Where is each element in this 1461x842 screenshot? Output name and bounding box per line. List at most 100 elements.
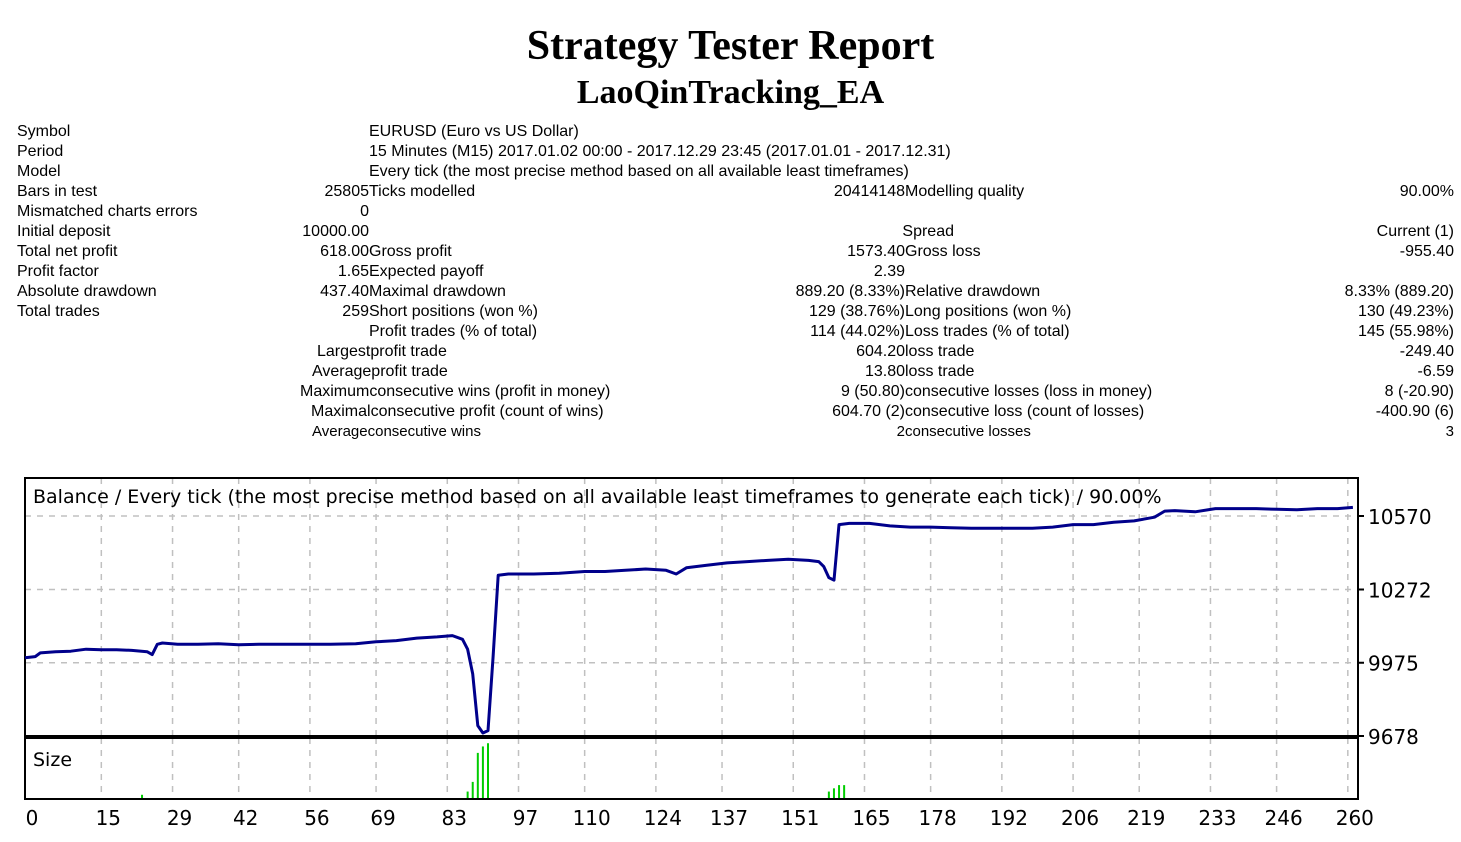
stats-row-max-cons: Maximumconsecutive wins (profit in money… [0, 382, 1461, 402]
x-tick-label: 192 [990, 806, 1028, 830]
x-tick-label: 56 [304, 806, 329, 830]
abs-dd-label: Absolute drawdown [17, 283, 157, 300]
spread-value: Current (1) [1376, 223, 1454, 240]
bars-label: Bars in test [17, 183, 98, 200]
deposit-label: Initial deposit [17, 223, 111, 240]
stats-row-maximal-cons: Maximalconsecutive profit (count of wins… [0, 402, 1461, 422]
x-tick-label: 0 [26, 806, 39, 830]
balance-series-line [24, 505, 1354, 735]
stats-row-largest: Largestprofit trade 604.20 loss trade -2… [0, 342, 1461, 362]
x-tick-label: 206 [1061, 806, 1099, 830]
max-cons-wins-value: 9 (50.80) [840, 383, 905, 400]
abs-dd-value: 437.40 [320, 283, 369, 300]
model-value: Every tick (the most precise method base… [369, 163, 909, 180]
report-subtitle: LaoQinTracking_EA [576, 74, 885, 111]
size-bars [141, 743, 846, 798]
max-cons-losses-label: consecutive losses (loss in money) [905, 383, 1153, 400]
total-trades-value: 259 [342, 303, 369, 320]
expected-payoff-value: 2.39 [873, 263, 905, 280]
x-tick-label: 83 [442, 806, 467, 830]
short-value: 129 (38.76%) [808, 303, 905, 320]
x-tick-label: 137 [710, 806, 748, 830]
average-loss-label: loss trade [905, 363, 975, 380]
avg-cons-wins-label: Averageconsecutive wins [312, 423, 481, 440]
max-cons-wins-label: Maximumconsecutive wins (profit in money… [300, 383, 611, 400]
avg-cons-wins-value: 2 [896, 423, 905, 440]
average-profit-value: 13.80 [864, 363, 905, 380]
stats-row-avg-cons: Averageconsecutive wins 2 consecutive lo… [0, 422, 1461, 442]
x-tick-label: 219 [1127, 806, 1165, 830]
stats-row-symbol: Symbol EURUSD (Euro vs US Dollar) [0, 122, 1461, 142]
gross-profit-value: 1573.40 [847, 243, 905, 260]
mismatch-label: Mismatched charts errors [17, 203, 198, 220]
largest-loss-value: -249.40 [1399, 343, 1454, 360]
model-label: Model [17, 163, 61, 180]
stats-row-deposit: Initial deposit 10000.00 Spread Current … [0, 222, 1461, 242]
quality-label: Modelling quality [905, 183, 1025, 200]
short-label: Short positions (won %) [369, 303, 538, 320]
x-tick-label: 42 [233, 806, 258, 830]
ticks-label: Ticks modelled [369, 183, 476, 200]
x-tick-label: 178 [919, 806, 957, 830]
profit-factor-value: 1.65 [337, 263, 369, 280]
y-tick-label: 9975 [1368, 652, 1419, 676]
maximal-cons-profit-label: Maximalconsecutive profit (count of wins… [311, 403, 604, 420]
maximal-cons-loss-label: consecutive loss (count of losses) [905, 403, 1145, 420]
largest-profit-label: Largestprofit trade [317, 343, 447, 360]
x-tick-label: 165 [852, 806, 890, 830]
stats-row-mismatch: Mismatched charts errors 0 [0, 202, 1461, 222]
profit-trades-value: 114 (44.02%) [810, 323, 905, 340]
stats-row-average: Averageprofit trade 13.80 loss trade -6.… [0, 362, 1461, 382]
average-loss-value: -6.59 [1417, 363, 1454, 380]
profit-trades-label: Profit trades (% of total) [369, 323, 538, 340]
gross-profit-label: Gross profit [369, 243, 452, 260]
rel-dd-value: 8.33% (889.20) [1344, 283, 1454, 300]
symbol-value: EURUSD (Euro vs US Dollar) [369, 123, 579, 140]
x-tick-label: 97 [513, 806, 538, 830]
size-plot-title: Size [33, 749, 72, 771]
long-label: Long positions (won %) [905, 303, 1072, 320]
maximal-cons-profit-value: 604.70 (2) [832, 403, 905, 420]
deposit-value: 10000.00 [302, 223, 369, 240]
stats-row-trades: Total trades 259 Short positions (won %)… [0, 302, 1461, 322]
size-plot-frame [24, 737, 1359, 800]
gross-loss-value: -955.40 [1399, 243, 1454, 260]
x-tick-label: 69 [370, 806, 395, 830]
quality-value: 90.00% [1399, 183, 1454, 200]
balance-chart: Balance / Every tick (the most precise m… [24, 477, 1432, 830]
y-tick-label: 9678 [1368, 725, 1419, 749]
mismatch-value: 0 [360, 203, 369, 220]
stats-row-net-profit: Total net profit 618.00 Gross profit 157… [0, 242, 1461, 262]
chart-title: Balance / Every tick (the most precise m… [33, 486, 1162, 508]
max-dd-label: Maximal drawdown [369, 283, 506, 300]
long-value: 130 (49.23%) [1357, 303, 1454, 320]
x-tick-label: 124 [644, 806, 682, 830]
loss-trades-value: 145 (55.98%) [1357, 323, 1454, 340]
x-axis-ticks: 0 15 29 42 56 69 83 97 110 124 137 151 165 178 192 206 2… [26, 806, 1374, 830]
average-profit-label: Averageprofit trade [312, 363, 448, 380]
spread-label: Spread [902, 223, 954, 240]
avg-cons-losses-value: 3 [1445, 423, 1454, 440]
x-tick-label: 110 [573, 806, 611, 830]
stats-row-model: Model Every tick (the most precise metho… [0, 162, 1461, 182]
loss-trades-label: Loss trades (% of total) [905, 323, 1070, 340]
total-trades-label: Total trades [17, 303, 100, 320]
avg-cons-losses-label: consecutive losses [905, 423, 1031, 440]
y-tick-label: 10570 [1368, 505, 1432, 529]
max-dd-value: 889.20 (8.33%) [795, 283, 905, 300]
stats-row-profit-trades: Profit trades (% of total) 114 (44.02%) … [0, 322, 1461, 342]
profit-factor-label: Profit factor [17, 263, 99, 280]
x-tick-label: 260 [1336, 806, 1374, 830]
max-cons-losses-value: 8 (-20.90) [1384, 383, 1454, 400]
bars-value: 25805 [324, 183, 370, 200]
stats-row-bars: Bars in test 25805 Ticks modelled 204141… [0, 182, 1461, 202]
symbol-label: Symbol [17, 123, 71, 140]
gross-loss-label: Gross loss [905, 243, 981, 260]
report-title: Strategy Tester Report [526, 23, 935, 69]
x-tick-label: 246 [1265, 806, 1303, 830]
y-tick-label: 10272 [1368, 578, 1432, 602]
stats-table: Symbol EURUSD (Euro vs US Dollar) Period… [0, 122, 1461, 442]
largest-loss-label: loss trade [905, 343, 975, 360]
net-profit-label: Total net profit [17, 243, 118, 260]
x-tick-label: 15 [96, 806, 121, 830]
